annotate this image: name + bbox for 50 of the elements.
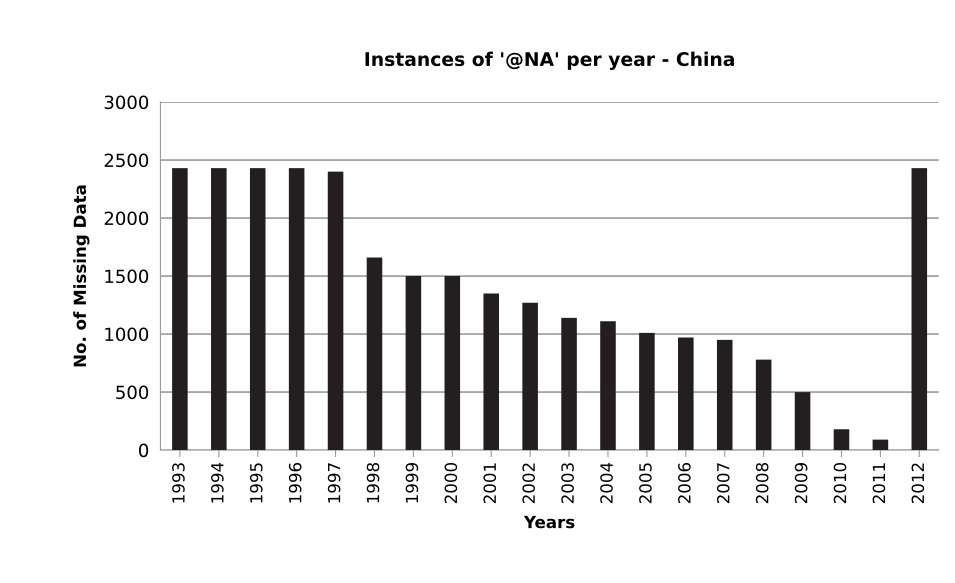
y-tick-label: 500 [116, 386, 148, 400]
x-tick-label: 2004 [600, 462, 613, 504]
x-tick-label: 2009 [794, 463, 808, 504]
bar [288, 168, 304, 450]
bar [872, 440, 888, 450]
x-tick-label: 2005 [639, 463, 652, 504]
x-tick-label: 2012 [912, 464, 924, 504]
y-tick-label: 0 [139, 444, 148, 458]
bar [756, 360, 772, 450]
x-tick-label: 2001 [483, 463, 496, 504]
x-tick-label: 2006 [678, 462, 691, 504]
x-tick-label: 1997 [328, 463, 340, 502]
y-tick-label: 2500 [104, 153, 148, 168]
x-tick-label: 2008 [756, 463, 768, 504]
bar [366, 257, 382, 450]
y-tick-label: 2000 [104, 212, 148, 226]
bar [794, 392, 810, 450]
bar [250, 168, 266, 450]
x-tick-label: 1999 [406, 463, 418, 502]
bar [172, 168, 188, 450]
y-tick-label: 1000 [105, 328, 148, 342]
x-tick-label: 2003 [561, 463, 574, 504]
bar [678, 338, 694, 450]
bar [406, 276, 422, 450]
y-tick-label: 3000 [104, 95, 148, 110]
bar [912, 168, 928, 450]
x-axis-title: Years [524, 516, 574, 528]
chart-title: Instances of '@NA' per year - China [366, 52, 734, 70]
bar [522, 302, 538, 450]
x-tick-label: 1994 [211, 462, 224, 502]
bar [639, 332, 655, 450]
bar [444, 276, 460, 450]
x-tick-label: 1995 [250, 463, 263, 502]
x-tick-label: 1996 [288, 462, 302, 502]
bar [328, 172, 344, 450]
x-tick-label: 2002 [522, 464, 535, 504]
x-tick-label: 2010 [834, 462, 846, 504]
bar [834, 429, 850, 450]
bar [561, 318, 577, 450]
x-tick-label: 2000 [444, 462, 458, 504]
x-tick-label: 2007 [716, 463, 730, 504]
bar [716, 340, 733, 450]
bar [483, 293, 500, 450]
bar [211, 168, 227, 450]
x-tick-label: 1993 [172, 463, 185, 502]
bar [600, 321, 616, 450]
x-tick-label: 2011 [872, 463, 886, 504]
y-axis-title: No. of Missing Data [73, 185, 90, 366]
y-tick-label: 1500 [105, 270, 148, 284]
x-tick-label: 1998 [366, 463, 380, 502]
